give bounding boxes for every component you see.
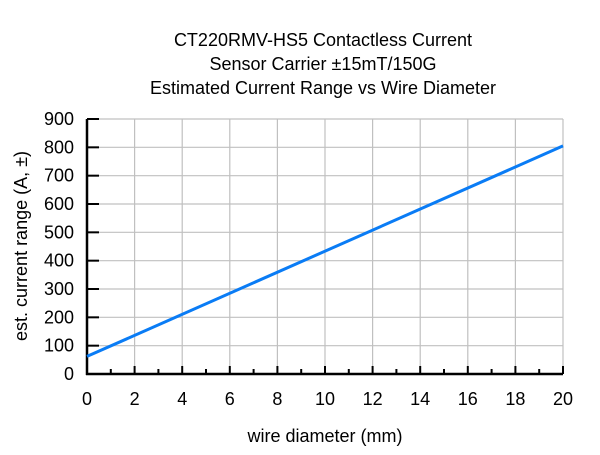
chart-title: CT220RMV-HS5 Contactless Current Sensor C…: [150, 30, 496, 98]
y-axis-label: est. current range (A, ±): [11, 151, 31, 341]
y-tick-label: 400: [44, 251, 74, 271]
y-tick-label: 500: [44, 222, 74, 242]
y-tick-label: 0: [64, 364, 74, 384]
x-axis-label: wire diameter (mm): [246, 426, 402, 446]
title-line: Estimated Current Range vs Wire Diameter: [150, 78, 496, 98]
x-tick-label: 8: [272, 389, 282, 409]
y-tick-label: 600: [44, 194, 74, 214]
series-line: [86, 144, 564, 358]
grid: [87, 118, 564, 374]
x-tick-label: 16: [458, 389, 478, 409]
x-tick-label: 2: [130, 389, 140, 409]
x-tick-label: 4: [177, 389, 187, 409]
series: [86, 144, 564, 358]
title-line: Sensor Carrier ±15mT/150G: [210, 54, 437, 74]
y-tick-label: 800: [44, 137, 74, 157]
x-tick-label: 18: [505, 389, 525, 409]
title-line: CT220RMV-HS5 Contactless Current: [174, 30, 472, 50]
x-tick-label: 10: [315, 389, 335, 409]
y-tick-label: 300: [44, 279, 74, 299]
y-tick-label: 900: [44, 109, 74, 129]
y-tick-label: 700: [44, 166, 74, 186]
ticks: 0 2 4 6 8 10 12 14 16 18 2001002003004005006007008…: [44, 109, 573, 409]
x-tick-label: 14: [410, 389, 430, 409]
y-tick-label: 200: [44, 307, 74, 327]
x-tick-label: 0: [82, 389, 92, 409]
x-tick-label: 6: [225, 389, 235, 409]
y-tick-label: 100: [44, 336, 74, 356]
x-tick-label: 20: [553, 389, 573, 409]
x-tick-label: 12: [363, 389, 383, 409]
